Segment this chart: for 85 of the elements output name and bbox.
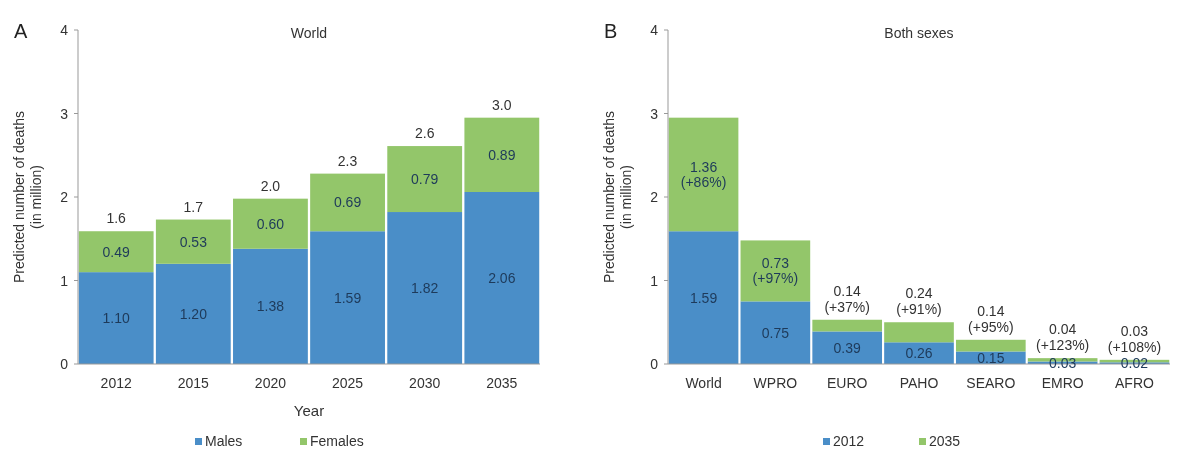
bar (740, 240, 811, 302)
x-tick-label: 2025 (331, 375, 364, 391)
data-label: 1.38 (256, 298, 285, 315)
legend-label: Males (205, 433, 243, 449)
data-label: 0.53 (179, 233, 208, 250)
y-axis-title: Predicted number of deaths (in million) (11, 111, 44, 283)
legend-label: Females (310, 433, 364, 449)
data-label: 1.82 (411, 280, 439, 297)
bar (78, 231, 154, 273)
bar (668, 117, 739, 232)
data-label: 0.03 (1049, 354, 1077, 371)
y-tick-label: 1 (60, 272, 69, 289)
x-tick-label: EMRO (1041, 375, 1084, 391)
y-tick-label: 4 (650, 22, 659, 38)
x-tick-label: 2012 (100, 375, 132, 391)
data-label: 0.14 (+37%) (824, 282, 870, 315)
x-axis-title: Year (293, 402, 325, 419)
y-tick-label: 0 (60, 356, 69, 372)
data-label: 0.60 (256, 215, 285, 232)
data-label: 0.03 (+108%) (1107, 322, 1162, 355)
bar (740, 301, 811, 364)
bar (155, 219, 231, 264)
x-tick-label: AFRO (1115, 375, 1155, 391)
total-label: 2.0 (260, 177, 281, 194)
x-tick-label: WPRO (753, 375, 798, 391)
bar (464, 117, 540, 192)
total-label: 2.3 (337, 152, 358, 169)
bar (812, 331, 883, 364)
chart-title: World (290, 25, 328, 41)
bar (233, 248, 308, 364)
data-label: 0.04 (+123%) (1035, 321, 1090, 354)
bar (78, 272, 154, 364)
total-label: 1.7 (183, 198, 204, 215)
bar (387, 212, 463, 364)
bar (310, 231, 385, 364)
bar (812, 319, 883, 332)
x-tick-label: PAHO (899, 375, 939, 391)
text: B (604, 20, 618, 42)
data-label: 1.20 (179, 305, 208, 322)
data-label: 2.06 (488, 269, 516, 286)
legend-label: 2035 (929, 433, 961, 449)
y-axis-title: Predicted number of deaths (in million) (601, 111, 634, 283)
bar (233, 198, 308, 249)
y-tick-label: 4 (60, 22, 69, 38)
total-label: 2.6 (414, 125, 435, 142)
data-label: 0.89 (488, 146, 516, 163)
data-label: 0.39 (833, 339, 862, 356)
x-tick-label: 2020 (254, 375, 287, 391)
data-label: 0.79 (411, 171, 439, 188)
bar (310, 173, 385, 232)
data-label: 0.26 (905, 345, 933, 362)
y-tick-label: 0 (650, 356, 659, 372)
x-tick-label: EURO (826, 375, 868, 391)
data-label: 1.36 (+86%) (680, 158, 727, 190)
x-tick-label: World (685, 375, 722, 391)
data-label: 0.15 (977, 349, 1005, 366)
total-label: 1.6 (106, 210, 127, 227)
bar (464, 191, 540, 364)
data-label: 0.73 (+97%) (752, 255, 799, 287)
total-label: 3.0 (492, 96, 512, 113)
data-label: 0.69 (333, 194, 362, 211)
bar (668, 231, 739, 364)
bar (155, 263, 231, 364)
data-label: 0.24 (+91%) (896, 285, 942, 318)
legend-label: 2012 (833, 433, 865, 449)
bar (884, 322, 954, 343)
chart-title: Both sexes (884, 25, 954, 41)
y-tick-label: 2 (60, 189, 69, 205)
y-tick-label: 1 (650, 272, 659, 289)
text: A (14, 20, 28, 42)
data-label: 0.14 (+95%) (968, 302, 1014, 335)
y-tick-label: 2 (650, 189, 659, 205)
data-label: 0.75 (761, 324, 790, 341)
x-tick-label: 2035 (486, 375, 518, 391)
data-label: 0.49 (102, 243, 131, 260)
bar (387, 146, 463, 213)
data-label: 1.59 (333, 289, 362, 306)
x-tick-label: 2030 (409, 375, 441, 391)
y-tick-label: 3 (60, 105, 69, 122)
x-tick-label: SEARO (966, 375, 1016, 391)
data-label: 1.59 (689, 289, 718, 306)
y-tick-label: 3 (650, 105, 659, 122)
x-tick-label: 2015 (177, 375, 210, 391)
data-label: 1.10 (102, 310, 131, 327)
bar (955, 339, 1026, 352)
